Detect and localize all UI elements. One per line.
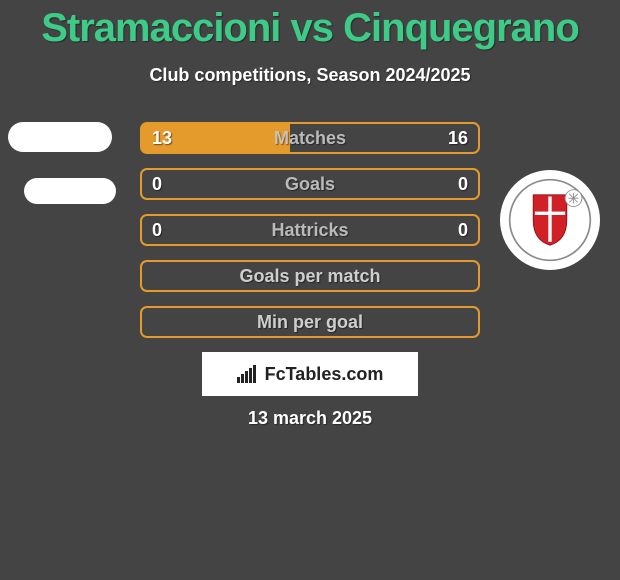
bar-goals-label: Goals [142, 174, 478, 195]
bars-icon [237, 365, 259, 383]
brand-label: FcTables.com [265, 364, 384, 385]
bar-matches: 13 Matches 16 [140, 122, 480, 154]
page-title: Stramaccioni vs Cinquegrano [0, 0, 620, 51]
bar-goals-per-match: Goals per match [140, 260, 480, 292]
bar-matches-label: Matches [142, 128, 478, 149]
bar-hattricks: 0 Hattricks 0 [140, 214, 480, 246]
bar-matches-right: 16 [448, 128, 468, 149]
bar-hattricks-right: 0 [458, 220, 468, 241]
player-left-ellipse-2 [24, 178, 116, 204]
page-subtitle: Club competitions, Season 2024/2025 [0, 65, 620, 86]
comparison-bars: 13 Matches 16 0 Goals 0 0 Hattricks 0 Go… [140, 122, 480, 352]
bar-goals: 0 Goals 0 [140, 168, 480, 200]
footer-date: 13 march 2025 [0, 408, 620, 429]
brand-box: FcTables.com [202, 352, 418, 396]
player-left-ellipse-1 [8, 122, 112, 152]
club-crest-right [500, 170, 600, 270]
bar-mpg-label: Min per goal [142, 312, 478, 333]
bar-hattricks-label: Hattricks [142, 220, 478, 241]
bar-gpm-label: Goals per match [142, 266, 478, 287]
crest-icon [508, 178, 592, 262]
bar-min-per-goal: Min per goal [140, 306, 480, 338]
bar-goals-right: 0 [458, 174, 468, 195]
